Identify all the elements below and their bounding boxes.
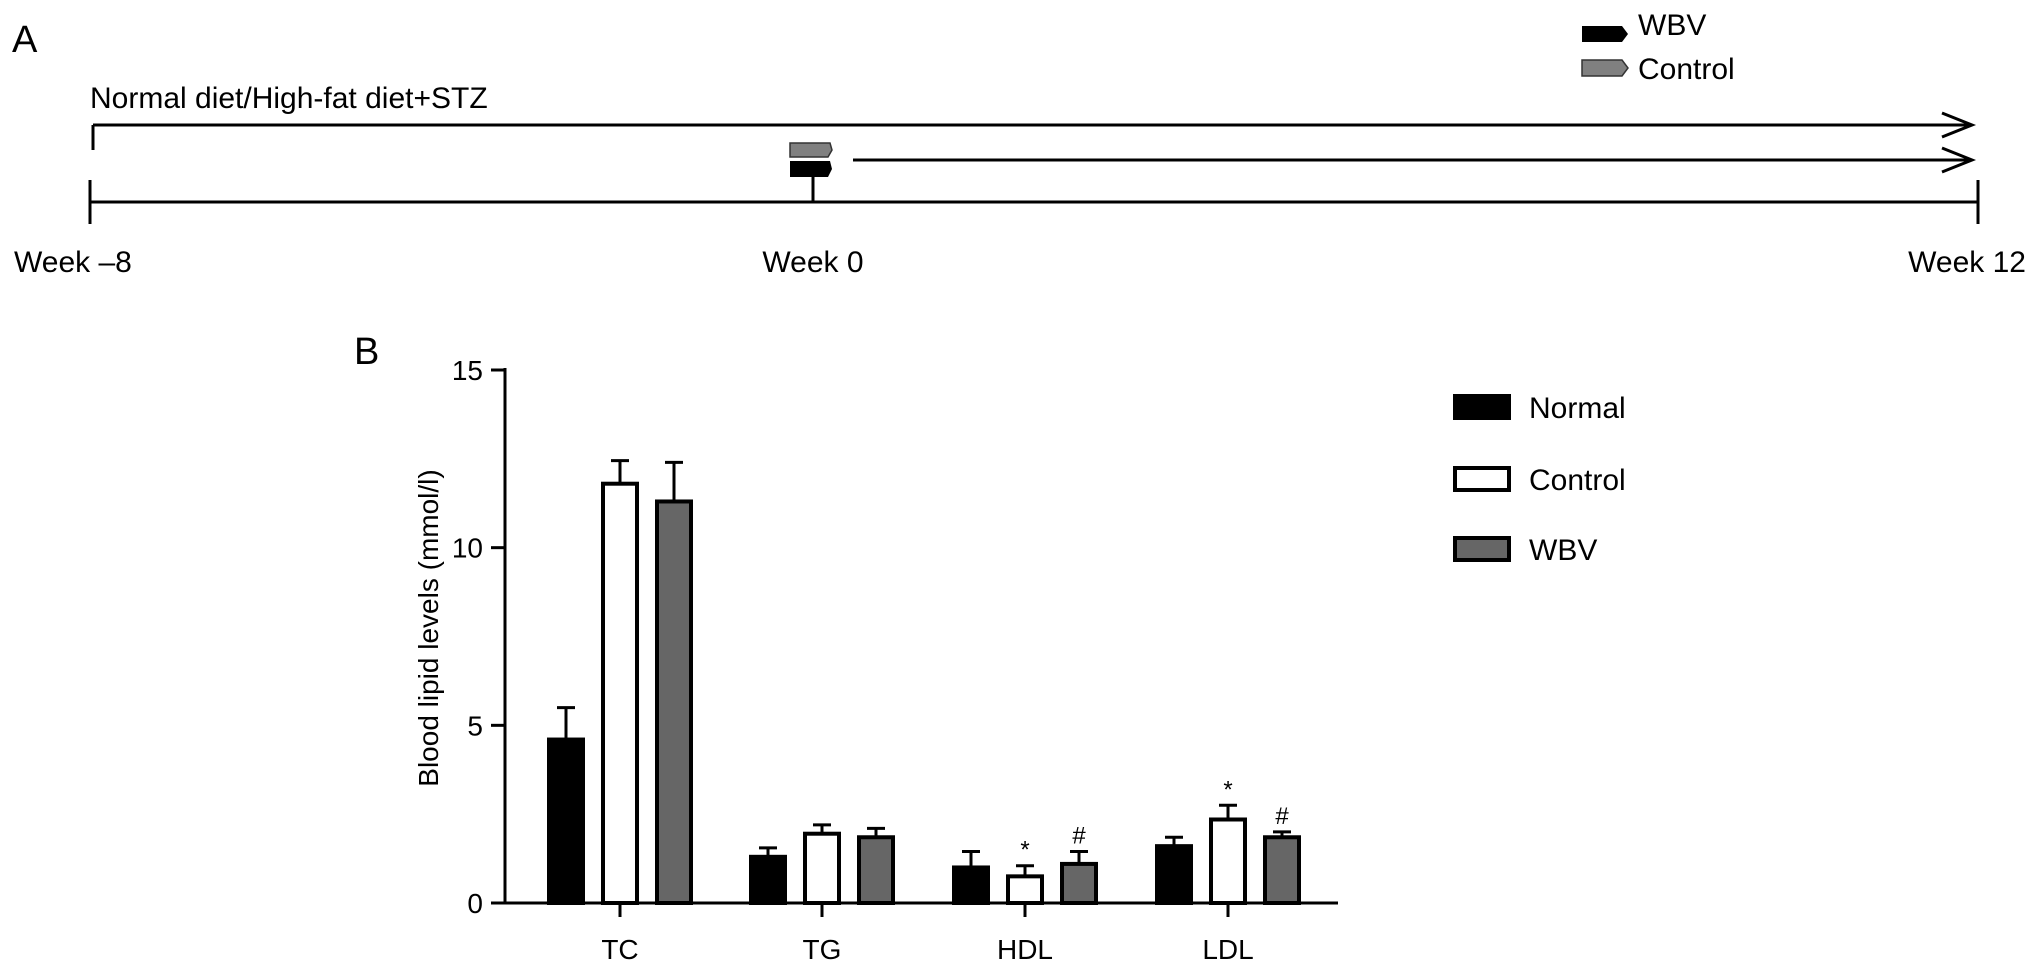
y-tick-label: 0 — [467, 888, 483, 919]
x-tick-label: LDL — [1202, 934, 1253, 965]
bar — [803, 831, 841, 906]
y-tick-label: 10 — [452, 533, 483, 564]
significance-marker: # — [1275, 803, 1289, 830]
timeline-axis — [88, 180, 1980, 224]
panel-a-letter: A — [12, 19, 38, 61]
significance-marker: * — [1020, 837, 1029, 864]
y-tick-label: 5 — [467, 710, 483, 741]
bar — [1209, 817, 1247, 905]
bar — [601, 481, 639, 905]
diet-label: Normal diet/High-fat diet+STZ — [90, 82, 488, 115]
legend-wbv-icon — [1582, 26, 1628, 42]
bar — [1263, 835, 1301, 905]
bar — [749, 854, 787, 905]
legend-swatch — [1453, 394, 1511, 420]
bar — [857, 835, 895, 905]
legend-swatch — [1453, 466, 1511, 492]
wbv-marker-icon — [790, 161, 832, 177]
legend-label: Normal — [1529, 392, 1626, 425]
timeline-start-label: Week –8 — [14, 246, 132, 279]
intervention-arrow — [853, 146, 1977, 174]
bar — [1155, 844, 1193, 905]
legend-wbv-label: WBV — [1638, 9, 1706, 42]
legend-control-icon — [1581, 59, 1629, 77]
x-tick-label: TC — [601, 934, 638, 965]
panel-b: B Blood lipid levels (mmol/l) 0 5 10 15 TC TG… — [354, 331, 1626, 965]
bar — [952, 865, 990, 906]
x-tick-label: TG — [803, 934, 842, 965]
timeline-legend: WBV Control — [1581, 9, 1735, 86]
bar — [1006, 874, 1044, 905]
timeline-mid-label: Week 0 — [762, 246, 863, 279]
y-axis-label: Blood lipid levels (mmol/l) — [413, 469, 444, 786]
panel-a: A Normal diet/High-fat diet+STZ WBV Cont… — [12, 9, 2026, 279]
timeline-end-label: Week 12 — [1908, 246, 2026, 279]
x-tick-label: HDL — [997, 934, 1053, 965]
chart-legend: Normal Control WBV — [1453, 392, 1626, 567]
bar — [1060, 861, 1098, 905]
legend-swatch — [1453, 536, 1511, 562]
significance-marker: * — [1223, 776, 1232, 803]
y-tick-label: 15 — [452, 355, 483, 386]
legend-label: Control — [1529, 464, 1626, 497]
bar-chart: 0 5 10 15 TC TG HDL * # LDL * # — [452, 355, 1338, 965]
bar — [547, 737, 585, 906]
intervention-start-marker — [789, 142, 833, 202]
legend-control-label: Control — [1638, 53, 1735, 86]
legend-label: WBV — [1529, 534, 1597, 567]
control-marker-icon — [789, 142, 833, 158]
diet-arrow — [91, 111, 1977, 150]
panel-b-letter: B — [354, 331, 379, 373]
bar — [655, 499, 693, 905]
significance-marker: # — [1072, 822, 1086, 849]
